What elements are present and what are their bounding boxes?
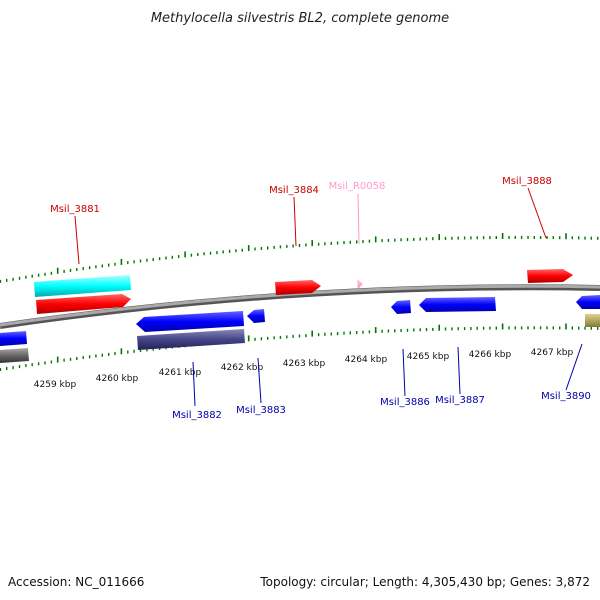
gene-msil-3884-arrow — [275, 280, 321, 295]
label-msil-3882: Msil_3882 — [172, 410, 222, 421]
leader-msil-3882 — [192, 361, 196, 407]
tick-label-4265: 4265 kbp — [407, 352, 450, 362]
gene-msil-3881-arrow — [36, 294, 131, 314]
tick-label-4264: 4264 kbp — [345, 355, 388, 365]
cyan-feature-bar — [34, 275, 131, 297]
gene-msil-3888-arrow — [527, 269, 573, 283]
tick-label-4259: 4259 kbp — [34, 380, 77, 390]
tick-label-4266: 4266 kbp — [469, 350, 512, 360]
map-title: Methylocella silvestris BL2, complete ge… — [151, 11, 449, 26]
tick-label-4262: 4262 kbp — [221, 363, 264, 373]
scale-labels: 4259 kbp 4260 kbp 4261 kbp 4262 kbp 4263… — [34, 348, 574, 390]
gene-msil-3886-arrow — [391, 300, 411, 314]
tick-label-4261: 4261 kbp — [159, 368, 202, 378]
leader-msil-3888 — [527, 187, 547, 239]
label-msil-3886: Msil_3886 — [380, 397, 430, 408]
label-msil-3890: Msil_3890 — [541, 391, 591, 402]
footer-accession: Accession: NC_011666 — [8, 575, 144, 589]
grey-feature-bar — [0, 348, 29, 363]
label-msil-3884: Msil_3884 — [269, 185, 319, 196]
leader-msil-3887 — [457, 346, 461, 395]
gene-left-edge-blue — [0, 331, 27, 346]
purple-feature-bar — [137, 329, 245, 350]
leader-msil-3883 — [257, 357, 262, 404]
gene-msil-3883-arrow — [247, 309, 265, 323]
gene-msil-3887-arrow — [419, 297, 496, 312]
khaki-feature-bar — [585, 314, 600, 327]
leader-msil-3886 — [402, 348, 406, 397]
label-msil-r0058: Msil_R0058 — [329, 181, 386, 192]
gene-msil-3890-arrow — [576, 295, 600, 309]
gene-msil-r0058-arrow — [357, 279, 363, 289]
leader-msil-3890 — [565, 343, 583, 391]
tick-label-4263: 4263 kbp — [283, 359, 326, 369]
gene-msil-3882-arrow — [136, 311, 244, 332]
leader-msil-r0058 — [357, 193, 360, 245]
outer-tick-ring — [0, 233, 599, 283]
tick-label-4260: 4260 kbp — [96, 374, 139, 384]
label-msil-3887: Msil_3887 — [435, 395, 485, 406]
leader-msil-3884 — [293, 196, 297, 247]
tick-label-4267: 4267 kbp — [531, 348, 574, 358]
label-msil-3888: Msil_3888 — [502, 176, 552, 187]
label-msil-3883: Msil_3883 — [236, 405, 286, 416]
footer-summary: Topology: circular; Length: 4,305,430 bp… — [259, 575, 590, 589]
label-msil-3881: Msil_3881 — [50, 204, 100, 215]
leader-msil-3881 — [74, 215, 80, 265]
